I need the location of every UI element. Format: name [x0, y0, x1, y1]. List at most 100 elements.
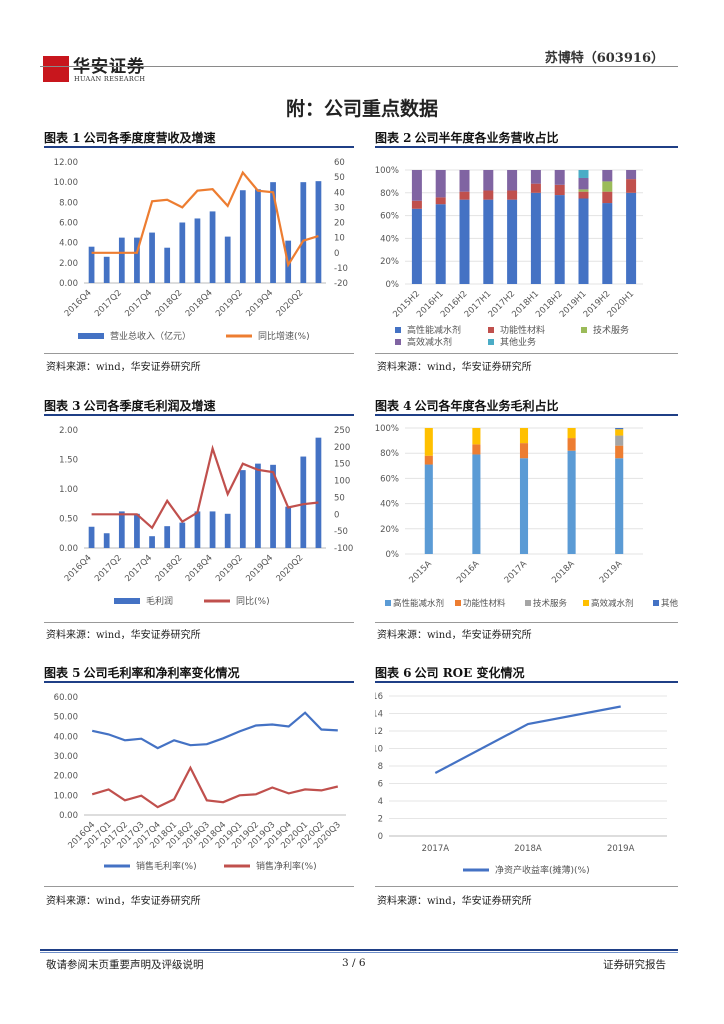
y-tick-label: 0%: [386, 280, 400, 290]
y2-tick-label: 50: [334, 173, 345, 183]
footer-divider-thin: [40, 952, 678, 953]
legend-swatch: [455, 600, 461, 606]
bar: [285, 506, 292, 548]
bar-segment: [483, 190, 494, 200]
chart-1-revenue: 0.00 2.00 4.00 6.00 8.00 10.00 12.00 -20 -10 0 10 2…: [54, 158, 348, 342]
x-tick-label: 2018Q4: [184, 288, 215, 319]
legend-label: 其他业务: [661, 598, 678, 609]
legend-label: 功能性材料: [463, 598, 506, 609]
chart-6-rule: [375, 681, 678, 683]
bar-segment: [626, 192, 637, 284]
y-tick-label: 12.00: [54, 158, 78, 168]
bar-segment: [578, 170, 589, 178]
x-tick-label: 2016Q4: [63, 553, 94, 584]
chart-6-title: 图表 6 公司 ROE 变化情况: [375, 666, 525, 680]
bar: [118, 511, 125, 548]
source-rule: [44, 886, 354, 887]
legend-label: 高性能减水剂: [407, 324, 461, 336]
legend-label: 毛利润: [146, 595, 173, 607]
bar: [255, 463, 261, 548]
company-ticker: 苏博特（603916）: [544, 51, 664, 66]
chart-3-rule: [44, 414, 354, 416]
bar: [118, 237, 125, 283]
bar: [88, 246, 95, 283]
bar-segment: [567, 450, 576, 554]
chart-1-title: 图表 1 公司各季度度营收及增速: [44, 131, 216, 145]
series-line: [91, 444, 319, 530]
bar: [239, 470, 246, 548]
legend-label: 销售净利率(%): [256, 860, 317, 872]
bar: [255, 189, 261, 283]
bar-segment: [530, 192, 541, 284]
footer-report-type: 证券研究报告: [603, 959, 666, 971]
chart-4-rule: [375, 414, 678, 416]
bar: [300, 456, 307, 548]
x-tick-label: 2017A: [422, 844, 450, 854]
bar: [209, 511, 216, 548]
y-tick-label: 20.00: [54, 772, 78, 782]
series-line: [434, 705, 621, 774]
bar: [224, 236, 231, 283]
bar-segment: [424, 464, 433, 554]
bar-segment: [567, 438, 576, 451]
chart-4-gross-mix: 0% 20% 40% 60% 80% 100% 2015A 2016A 2017A 2018A 20…: [375, 424, 678, 609]
chart-5-margins: 0.0010.0020.0030.0040.0050.0060.002016Q4…: [54, 693, 346, 872]
y2-tick-label: -100: [334, 544, 353, 554]
bar-segment: [459, 170, 470, 192]
bar: [209, 211, 216, 283]
y2-tick-label: 0: [334, 510, 339, 520]
y-tick-label: 30.00: [54, 752, 78, 762]
legend-label: 销售毛利率(%): [136, 860, 197, 872]
y-tick-label: 1.50: [59, 456, 78, 466]
x-tick-label: 2017Q2: [93, 553, 124, 584]
y-tick-label: 100%: [375, 424, 399, 434]
x-tick-label: 2017Q4: [123, 288, 154, 319]
y2-tick-label: 250: [334, 426, 350, 436]
y2-tick-label: -50: [334, 527, 348, 537]
bar: [179, 522, 186, 548]
bar: [103, 256, 110, 283]
legend-label: 净资产收益率(摊薄)(%): [495, 864, 590, 876]
legend-label: 高效减水剂: [591, 598, 634, 609]
y-tick-label: 20%: [380, 257, 399, 267]
legend-swatch: [385, 600, 391, 606]
x-tick-label: 2019A: [607, 844, 635, 854]
bar-segment: [411, 208, 422, 284]
y-tick-label: 60%: [380, 212, 399, 222]
legend-swatch: [488, 327, 494, 333]
bar-segment: [519, 458, 529, 554]
legend-swatch: [114, 598, 140, 604]
bar-segment: [626, 179, 637, 193]
x-tick-label: 2018A: [514, 844, 542, 854]
legend-label: 功能性材料: [500, 324, 545, 336]
logo-text: 华安证券: [73, 57, 145, 77]
x-tick-label: 2019Q2: [214, 553, 245, 584]
source-rule: [375, 886, 678, 887]
bar: [270, 182, 276, 283]
bar-segment: [602, 170, 613, 182]
bar-segment: [519, 443, 529, 459]
footer-disclaimer: 敬请参阅末页重要声明及评级说明: [46, 959, 204, 971]
bar-segment: [483, 199, 494, 284]
bar-segment: [578, 189, 589, 192]
legend-swatch: [581, 327, 587, 333]
bar-segment: [507, 190, 518, 200]
legend-swatch: [653, 600, 659, 606]
legend-label: 高效减水剂: [407, 336, 452, 348]
bar-segment: [459, 191, 470, 200]
bar-segment: [554, 170, 565, 185]
y-tick-label: 4.00: [59, 239, 78, 249]
x-tick-label: 2020Q2: [275, 288, 306, 319]
y-tick-label: 8.00: [59, 198, 78, 208]
y-tick-label: 40%: [380, 500, 399, 510]
bar-segment: [615, 428, 624, 430]
y-tick-label: 40%: [380, 234, 399, 244]
chart-4-title: 图表 4 公司各年度各业务毛利占比: [375, 399, 559, 413]
bar-segment: [554, 195, 565, 284]
bar-segment: [435, 197, 446, 205]
x-tick-label: 2015A: [407, 559, 434, 586]
bar: [315, 181, 322, 283]
legend-label: 其他业务: [500, 336, 536, 348]
bar-segment: [411, 170, 422, 201]
y-tick-label: 14: [375, 710, 383, 720]
